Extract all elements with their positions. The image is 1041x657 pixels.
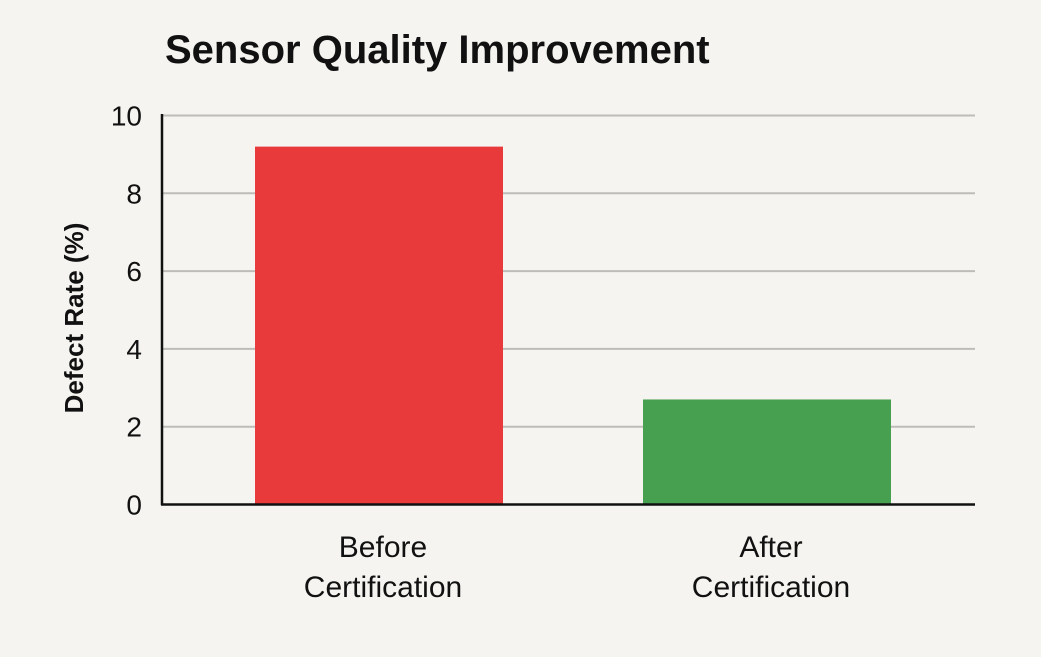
- y-tick-label: 10: [111, 101, 142, 132]
- y-tick-label: 8: [126, 178, 142, 209]
- y-tick-label: 0: [126, 490, 142, 521]
- x-tick-label: After: [739, 531, 802, 564]
- y-tick-label: 2: [126, 412, 142, 443]
- y-axis-label: Defect Rate (%): [59, 223, 89, 414]
- bar: [643, 399, 891, 505]
- x-tick-label: Certification: [304, 571, 462, 604]
- y-tick-label: 4: [126, 334, 142, 365]
- y-tick-label: 6: [126, 256, 142, 287]
- x-tick-label: Certification: [692, 571, 850, 604]
- chart-title: Sensor Quality Improvement: [165, 28, 710, 72]
- x-tick-label: Before: [339, 531, 427, 564]
- bar: [255, 146, 503, 505]
